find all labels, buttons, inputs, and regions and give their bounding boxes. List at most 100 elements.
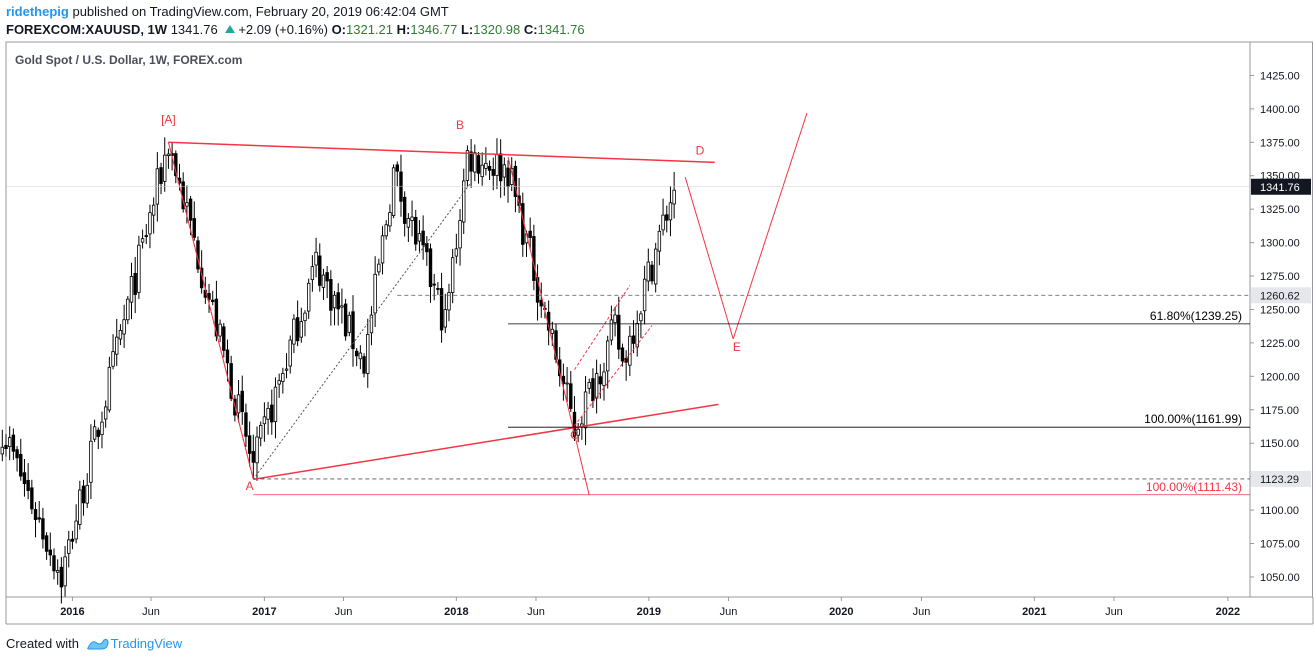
candle-down — [343, 303, 348, 337]
candle-up — [321, 274, 326, 288]
header: ridethepig published on TradingView.com,… — [0, 0, 1314, 42]
candle-down — [30, 487, 34, 510]
candle-down — [270, 404, 274, 423]
candle-up — [111, 351, 115, 367]
open-value: 1321.21 — [346, 22, 394, 37]
candle-down — [421, 230, 425, 246]
candle-down — [144, 235, 148, 237]
x-tick-label: 2022 — [1216, 606, 1240, 618]
publish-info: published on TradingView.com, February 2… — [72, 4, 449, 19]
last-price: 1341.76 — [170, 22, 218, 37]
candle-down — [22, 472, 27, 485]
candle-down — [476, 155, 481, 174]
candle-up — [74, 520, 78, 540]
y-tick-label: 1200.00 — [1260, 371, 1300, 383]
candle-up — [122, 319, 126, 335]
candle-up — [288, 339, 292, 367]
candle-down — [222, 326, 226, 351]
candle-down — [41, 518, 45, 540]
candle-up — [380, 235, 385, 264]
candle-down — [631, 335, 636, 344]
y-tick-label: 1050.00 — [1260, 572, 1300, 584]
fib-level-label: 100.00%(1111.43) — [1146, 480, 1242, 494]
candle-up — [63, 556, 67, 587]
wave-drawing-line — [574, 285, 631, 370]
candle-up — [126, 298, 130, 321]
symbol-label: FOREXCOM:XAUUSD, 1W — [6, 22, 168, 37]
candle-up — [314, 251, 318, 266]
candle-up — [303, 312, 307, 321]
candle-up — [454, 248, 459, 257]
wave-drawing-line — [574, 325, 653, 427]
candle-up — [417, 233, 422, 242]
candle-up — [292, 318, 296, 345]
candle-down — [620, 347, 625, 362]
candle-up — [635, 323, 639, 348]
y-tick-label: 1150.00 — [1260, 438, 1299, 450]
chart-frame — [5, 41, 1313, 598]
candle-down — [188, 198, 193, 221]
wave-drawing-line — [684, 176, 734, 340]
candle-up — [613, 314, 617, 324]
candle-down — [425, 242, 429, 253]
candle-up — [443, 309, 447, 328]
candle-up — [465, 150, 470, 181]
candle-down — [532, 236, 536, 281]
candle-up — [565, 382, 569, 385]
price-level-label: 1123.29 — [1260, 474, 1299, 486]
candle-up — [107, 366, 112, 411]
candle-down — [561, 375, 566, 385]
candle-down — [48, 549, 52, 556]
candle-up — [163, 154, 167, 182]
candle-down — [528, 230, 532, 238]
candle-down — [240, 390, 244, 412]
candle-up — [450, 257, 455, 293]
candle-up — [458, 220, 462, 249]
author-link[interactable]: ridethepig — [6, 4, 69, 19]
candle-up — [273, 386, 278, 423]
candle-down — [325, 272, 329, 282]
candle-down — [247, 435, 252, 454]
candle-down — [211, 299, 215, 302]
y-tick-label: 1075.00 — [1260, 539, 1300, 551]
candle-up — [262, 416, 267, 425]
candle-down — [506, 167, 510, 187]
candle-up — [78, 489, 82, 525]
x-tick-label: Jun — [527, 606, 545, 618]
tradingview-brand[interactable]: TradingView — [110, 636, 183, 651]
candle-up — [609, 319, 614, 341]
candle-up — [155, 168, 160, 205]
candle-down — [229, 363, 233, 399]
candle-down — [554, 330, 558, 360]
low-label: L: — [460, 22, 474, 37]
wave-drawing-line — [167, 142, 254, 480]
low-value: 1320.98 — [473, 22, 521, 37]
candle-down — [133, 273, 137, 295]
candle-down — [498, 153, 503, 182]
candle-up — [653, 248, 658, 285]
candle-up — [377, 263, 381, 273]
candle-down — [244, 412, 248, 437]
candle-up — [332, 294, 337, 309]
candle-up — [85, 484, 89, 504]
current-price-badge — [1251, 178, 1311, 195]
candle-up — [384, 224, 388, 237]
candle-up — [406, 218, 411, 228]
y-tick-label: 1100.00 — [1260, 505, 1299, 517]
x-tick-label: 2016 — [60, 606, 84, 618]
candle-up — [646, 261, 651, 282]
candle-up — [236, 394, 241, 414]
candle-up — [166, 153, 171, 156]
x-tick-label: 2020 — [829, 606, 853, 618]
candle-up — [672, 189, 676, 205]
y-tick-label: 1375.00 — [1260, 137, 1300, 149]
current-price-label: 1341.76 — [1260, 182, 1300, 194]
candle-down — [354, 350, 359, 357]
close-value: 1341.76 — [537, 22, 585, 37]
candle-down — [192, 218, 196, 238]
candle-up — [391, 167, 396, 216]
candle-up — [484, 162, 488, 169]
candle-up — [410, 216, 414, 221]
candle-up — [576, 428, 580, 436]
